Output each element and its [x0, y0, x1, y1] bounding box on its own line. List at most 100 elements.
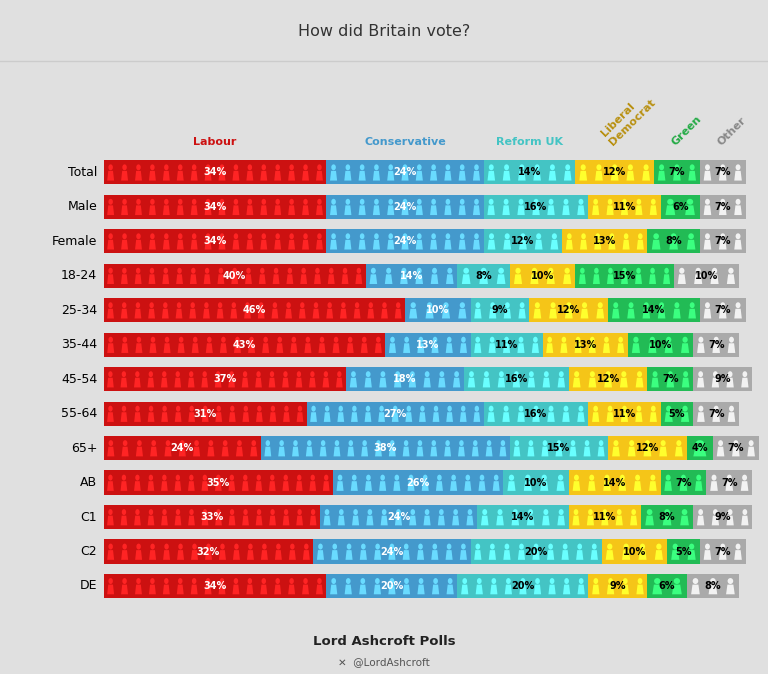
Ellipse shape — [644, 164, 649, 171]
FancyBboxPatch shape — [575, 264, 674, 288]
Ellipse shape — [230, 406, 234, 412]
Ellipse shape — [389, 578, 394, 584]
Polygon shape — [446, 584, 454, 594]
Ellipse shape — [597, 164, 601, 171]
Polygon shape — [709, 584, 717, 594]
Ellipse shape — [303, 233, 308, 239]
Ellipse shape — [233, 268, 237, 274]
Polygon shape — [365, 377, 372, 388]
Ellipse shape — [629, 440, 634, 446]
Ellipse shape — [574, 509, 578, 515]
Ellipse shape — [529, 371, 534, 377]
Polygon shape — [697, 516, 704, 525]
Ellipse shape — [382, 302, 387, 308]
Ellipse shape — [418, 440, 422, 446]
FancyBboxPatch shape — [647, 367, 694, 391]
FancyBboxPatch shape — [667, 539, 700, 563]
Ellipse shape — [190, 509, 194, 515]
Ellipse shape — [521, 233, 525, 239]
Polygon shape — [262, 343, 269, 353]
Ellipse shape — [544, 371, 549, 377]
Ellipse shape — [548, 544, 553, 549]
Polygon shape — [229, 412, 236, 422]
Polygon shape — [323, 481, 329, 491]
Ellipse shape — [122, 233, 127, 239]
Ellipse shape — [477, 578, 482, 584]
Ellipse shape — [108, 164, 113, 171]
Ellipse shape — [220, 199, 224, 205]
Polygon shape — [703, 171, 711, 181]
Polygon shape — [532, 412, 540, 422]
Polygon shape — [532, 550, 540, 560]
FancyBboxPatch shape — [326, 229, 484, 253]
Polygon shape — [650, 206, 657, 215]
Polygon shape — [247, 240, 253, 249]
Text: 34%: 34% — [204, 581, 227, 591]
Polygon shape — [488, 343, 495, 353]
FancyBboxPatch shape — [694, 505, 752, 529]
Ellipse shape — [589, 474, 594, 481]
Polygon shape — [514, 274, 522, 284]
Ellipse shape — [192, 544, 197, 549]
Polygon shape — [591, 550, 598, 560]
Ellipse shape — [571, 440, 575, 446]
Ellipse shape — [331, 233, 336, 239]
Ellipse shape — [453, 509, 458, 515]
FancyBboxPatch shape — [405, 298, 471, 322]
Ellipse shape — [136, 302, 140, 308]
Polygon shape — [439, 377, 445, 388]
Polygon shape — [296, 516, 303, 525]
Polygon shape — [498, 377, 505, 388]
Ellipse shape — [682, 509, 687, 515]
Text: 34%: 34% — [204, 167, 227, 177]
Ellipse shape — [519, 544, 524, 549]
Polygon shape — [409, 309, 417, 319]
Ellipse shape — [501, 440, 505, 446]
Polygon shape — [296, 412, 303, 422]
Polygon shape — [422, 481, 429, 491]
Ellipse shape — [687, 199, 694, 205]
Ellipse shape — [654, 233, 659, 239]
Ellipse shape — [459, 440, 464, 446]
Polygon shape — [727, 516, 733, 525]
Ellipse shape — [136, 578, 141, 584]
Polygon shape — [557, 481, 564, 491]
Polygon shape — [637, 240, 644, 249]
Polygon shape — [323, 516, 330, 525]
FancyBboxPatch shape — [104, 402, 306, 426]
Ellipse shape — [353, 509, 358, 515]
Ellipse shape — [151, 233, 154, 239]
Polygon shape — [513, 377, 520, 388]
Polygon shape — [561, 343, 568, 353]
Ellipse shape — [688, 233, 694, 239]
Polygon shape — [220, 343, 227, 353]
Polygon shape — [283, 481, 289, 491]
Text: 40%: 40% — [223, 271, 247, 280]
Ellipse shape — [382, 509, 386, 515]
Polygon shape — [687, 550, 696, 560]
Ellipse shape — [514, 371, 519, 377]
Ellipse shape — [164, 268, 168, 274]
Ellipse shape — [393, 406, 397, 412]
Text: 24%: 24% — [387, 512, 410, 522]
Polygon shape — [121, 447, 129, 456]
Polygon shape — [688, 171, 696, 181]
Polygon shape — [546, 343, 553, 353]
Ellipse shape — [346, 578, 351, 584]
Ellipse shape — [603, 509, 607, 515]
Polygon shape — [548, 171, 556, 181]
Polygon shape — [333, 447, 340, 456]
Text: 20%: 20% — [511, 581, 535, 591]
FancyBboxPatch shape — [588, 195, 660, 219]
Polygon shape — [352, 516, 359, 525]
Ellipse shape — [303, 164, 308, 171]
Ellipse shape — [489, 233, 494, 239]
Ellipse shape — [164, 578, 168, 584]
Polygon shape — [562, 206, 570, 215]
Polygon shape — [336, 481, 343, 491]
Ellipse shape — [720, 302, 725, 308]
Polygon shape — [108, 343, 114, 353]
Ellipse shape — [618, 337, 623, 342]
Text: 10%: 10% — [531, 271, 554, 280]
Polygon shape — [338, 516, 345, 525]
